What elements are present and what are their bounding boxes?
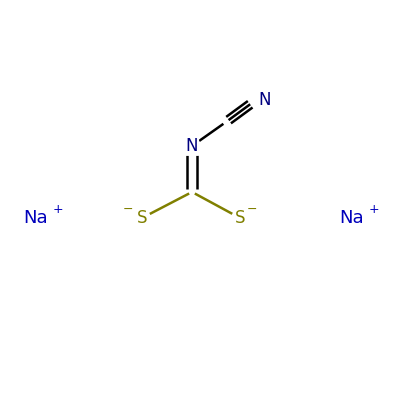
Text: S: S — [235, 209, 245, 227]
Text: Na: Na — [340, 209, 364, 227]
Text: S: S — [137, 209, 147, 227]
Text: −: − — [123, 203, 133, 216]
Text: −: − — [247, 203, 257, 216]
Text: N: N — [258, 91, 270, 109]
Text: Na: Na — [24, 209, 48, 227]
Text: +: + — [53, 203, 63, 216]
Text: +: + — [369, 203, 379, 216]
Text: N: N — [186, 137, 198, 155]
